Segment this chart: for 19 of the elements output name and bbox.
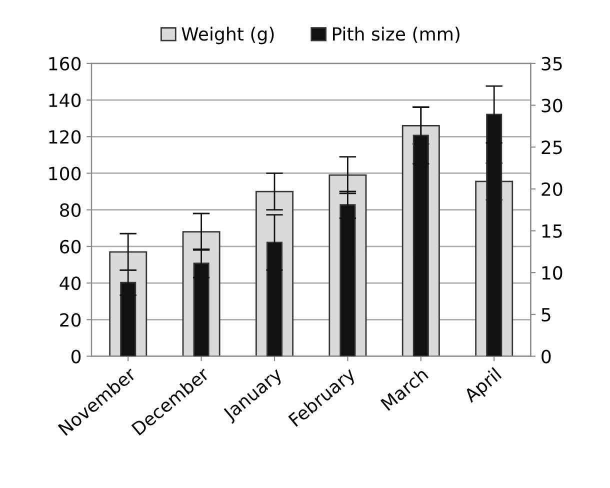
- y-tick-label: 100: [49, 166, 81, 180]
- y-tick-label: 120: [49, 130, 81, 144]
- y-tick-label: 160: [49, 56, 81, 71]
- y2-tick-label: 5: [542, 308, 550, 322]
- y2-tick-label: 35: [542, 56, 562, 71]
- y-tick-label: 80: [60, 203, 81, 217]
- y2-tick-label: 15: [542, 224, 562, 238]
- y2-tick-label: 25: [542, 140, 562, 154]
- y-tick-label: 20: [60, 313, 81, 327]
- legend-label: Pith size (mm): [333, 26, 460, 43]
- y-tick-label: 140: [49, 94, 81, 108]
- y2-tick-label: 20: [542, 182, 562, 196]
- y-tick-label: 0: [71, 350, 81, 364]
- legend-label: Weight (g): [182, 26, 274, 44]
- y2-tick-label: 30: [542, 98, 562, 112]
- y-tick-label: 40: [60, 276, 81, 290]
- y2-tick-label: 10: [542, 266, 562, 280]
- y-tick-label: 60: [60, 240, 81, 254]
- y2-tick-label: 0: [542, 350, 551, 364]
